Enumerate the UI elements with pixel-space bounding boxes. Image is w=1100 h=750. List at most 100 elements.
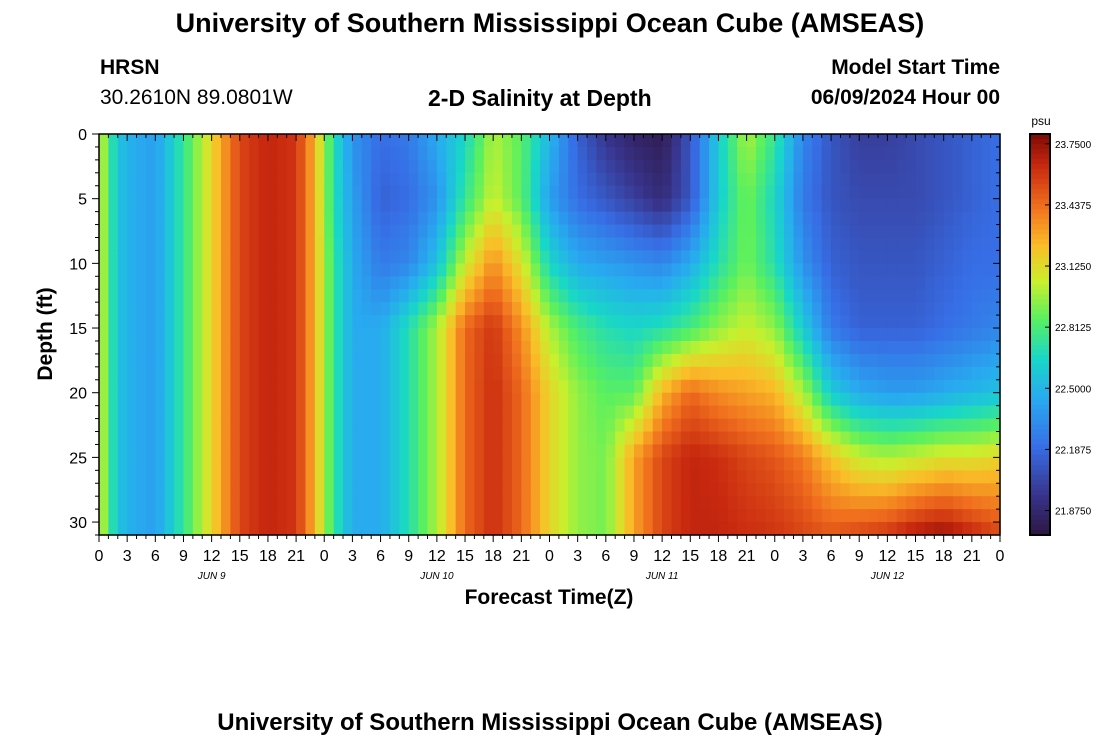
heatmap-cell bbox=[652, 457, 663, 471]
heatmap-cell bbox=[802, 146, 813, 161]
heatmap-cell bbox=[314, 379, 325, 394]
heatmap-cell bbox=[662, 315, 673, 329]
heatmap-cell bbox=[361, 250, 372, 264]
heatmap-cell bbox=[596, 509, 607, 523]
heatmap-cell bbox=[652, 185, 663, 200]
heatmap-cell bbox=[915, 366, 926, 381]
heatmap-cell bbox=[587, 353, 598, 368]
heatmap-cell bbox=[361, 289, 372, 303]
heatmap-cell bbox=[587, 431, 598, 446]
day-label: JUN 11 bbox=[645, 571, 679, 582]
heatmap-cell bbox=[765, 509, 776, 523]
heatmap-cell bbox=[615, 522, 626, 536]
heatmap-cell bbox=[765, 444, 776, 458]
heatmap-cell bbox=[136, 146, 147, 161]
heatmap-cell bbox=[540, 353, 551, 368]
heatmap-cell bbox=[333, 457, 344, 471]
heatmap-cell bbox=[868, 483, 879, 497]
heatmap-cell bbox=[953, 159, 964, 174]
heatmap-cell bbox=[99, 276, 109, 290]
heatmap-cell bbox=[371, 315, 382, 329]
heatmap-cell bbox=[371, 328, 382, 342]
heatmap-cell bbox=[305, 379, 316, 394]
heatmap-cell bbox=[343, 276, 354, 290]
heatmap-cell bbox=[343, 250, 354, 264]
heatmap-cell bbox=[99, 496, 109, 510]
heatmap-cell bbox=[530, 198, 541, 213]
heatmap-cell bbox=[859, 405, 870, 420]
heatmap-cell bbox=[455, 302, 466, 316]
heatmap-cell bbox=[474, 302, 485, 316]
heatmap-cell bbox=[821, 522, 832, 536]
colorbar-segment bbox=[1030, 349, 1050, 356]
heatmap-cell bbox=[465, 379, 476, 394]
heatmap-cell bbox=[990, 289, 1001, 303]
heatmap-cell bbox=[446, 289, 457, 303]
heatmap-cell bbox=[709, 146, 720, 161]
heatmap-cell bbox=[746, 522, 757, 536]
heatmap-cell bbox=[540, 444, 551, 458]
heatmap-cell bbox=[962, 405, 973, 420]
heatmap-cell bbox=[418, 159, 429, 174]
heatmap-cell bbox=[277, 483, 288, 497]
heatmap-cell bbox=[380, 444, 391, 458]
heatmap-cell bbox=[192, 185, 203, 200]
heatmap-cell bbox=[709, 289, 720, 303]
heatmap-cell bbox=[558, 392, 569, 407]
heatmap-cell bbox=[934, 224, 945, 239]
colorbar-segment bbox=[1030, 474, 1050, 481]
heatmap-cell bbox=[474, 172, 485, 187]
heatmap-cell bbox=[652, 470, 663, 484]
heatmap-cell bbox=[455, 159, 466, 174]
heatmap-cell bbox=[558, 250, 569, 264]
heatmap-cell bbox=[117, 470, 128, 484]
heatmap-cell bbox=[755, 185, 766, 200]
heatmap-cell bbox=[765, 172, 776, 187]
heatmap-cell bbox=[765, 470, 776, 484]
heatmap-cell bbox=[718, 276, 729, 290]
heatmap-cell bbox=[709, 470, 720, 484]
heatmap-cell bbox=[587, 522, 598, 536]
heatmap-cell bbox=[737, 224, 748, 239]
heatmap-cell bbox=[511, 302, 522, 316]
heatmap-cell bbox=[840, 302, 851, 316]
heatmap-cell bbox=[699, 522, 710, 536]
day-label: JUN 10 bbox=[419, 571, 454, 582]
heatmap-cell bbox=[380, 159, 391, 174]
heatmap-cell bbox=[821, 289, 832, 303]
heatmap-cell bbox=[183, 483, 194, 497]
heatmap-cell bbox=[267, 185, 278, 200]
heatmap-cell bbox=[624, 392, 635, 407]
heatmap-cell bbox=[699, 198, 710, 213]
heatmap-cell bbox=[380, 134, 391, 148]
colorbar-tick-label: 23.1250 bbox=[1055, 262, 1092, 273]
heatmap-cell bbox=[971, 457, 982, 471]
heatmap-cell bbox=[662, 146, 673, 161]
heatmap-cell bbox=[418, 470, 429, 484]
heatmap-cell bbox=[793, 340, 804, 355]
heatmap-cell bbox=[577, 405, 588, 420]
heatmap-cell bbox=[709, 366, 720, 381]
heatmap-cell bbox=[267, 405, 278, 420]
heatmap-cell bbox=[136, 159, 147, 174]
heatmap-cell bbox=[981, 353, 992, 368]
heatmap-cell bbox=[662, 353, 673, 368]
heatmap-cell bbox=[427, 418, 438, 433]
heatmap-cell bbox=[305, 405, 316, 420]
heatmap-cell bbox=[145, 146, 156, 161]
heatmap-cell bbox=[230, 418, 241, 433]
heatmap-cell bbox=[530, 185, 541, 200]
heatmap-cell bbox=[324, 224, 335, 239]
x-tick-label: 3 bbox=[573, 548, 582, 565]
heatmap-cell bbox=[502, 159, 513, 174]
heatmap-cell bbox=[164, 392, 175, 407]
heatmap-cell bbox=[699, 211, 710, 226]
heatmap-cell bbox=[380, 237, 391, 252]
heatmap-cell bbox=[221, 172, 231, 187]
heatmap-cell bbox=[127, 366, 138, 381]
heatmap-cell bbox=[906, 444, 917, 458]
heatmap-cell bbox=[258, 431, 269, 446]
heatmap-cell bbox=[249, 224, 260, 239]
heatmap-cell bbox=[831, 211, 842, 226]
heatmap-cell bbox=[136, 457, 147, 471]
